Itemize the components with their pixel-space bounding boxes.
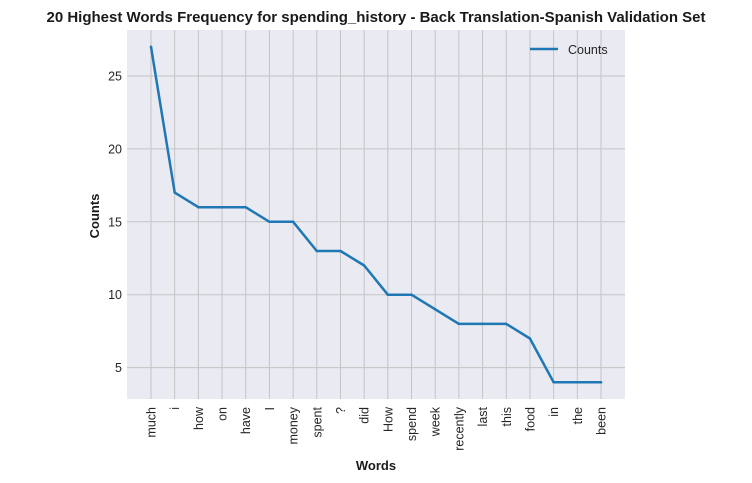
data-point [339,249,342,253]
data-point [173,191,176,194]
x-tick-label: How [381,406,395,432]
y-tick-label: 25 [108,69,122,83]
x-tick-label: how [192,406,206,430]
grid [127,30,625,399]
x-tick-label: the [571,407,585,424]
legend-label-counts: Counts [568,43,608,57]
chart-title: 20 Highest Words Frequency for spending_… [46,9,705,26]
x-tick-label: I [263,407,277,410]
x-tick-label: been [595,407,609,435]
data-point [481,322,484,326]
x-tick-label: week [429,406,443,437]
data-point [599,380,603,384]
data-point [457,322,461,326]
legend: Counts [530,43,608,57]
data-point [291,220,295,224]
plot-area [127,30,625,399]
data-point [410,293,413,296]
y-tick-label: 20 [108,142,122,156]
x-tick-label: food [523,407,537,431]
x-tick-label: i [168,407,182,410]
x-tick-label: last [476,406,490,426]
y-axis-label: Counts [87,194,102,239]
x-tick-label: spent [310,406,324,437]
data-point [244,205,247,209]
x-tick-label: did [358,407,372,424]
x-axis-label: Words [356,458,396,473]
x-tick-label: money [287,406,301,444]
x-tick-label: ? [334,407,348,414]
data-point [220,205,224,209]
data-point [268,220,271,224]
x-tick-label: recently [452,406,466,451]
series-line-counts [149,45,603,384]
data-point [149,45,153,49]
data-point [576,380,579,384]
x-tick-label: in [547,407,561,417]
data-point [197,205,200,209]
data-point [433,308,437,311]
series-layer [149,45,603,384]
x-tick-label: much [145,407,159,438]
data-point [315,249,319,253]
data-point [362,264,366,267]
x-tick-label: on [216,407,230,421]
x-tick-label: have [239,407,253,434]
data-point [552,380,555,384]
data-point [386,293,390,296]
y-tick-label: 15 [108,215,122,229]
y-tick-label: 10 [108,288,122,302]
x-tick-label: spend [405,407,419,441]
data-point [505,322,508,326]
y-tick-label: 5 [115,361,122,375]
data-point [528,337,532,340]
x-tick-label: this [500,407,514,426]
